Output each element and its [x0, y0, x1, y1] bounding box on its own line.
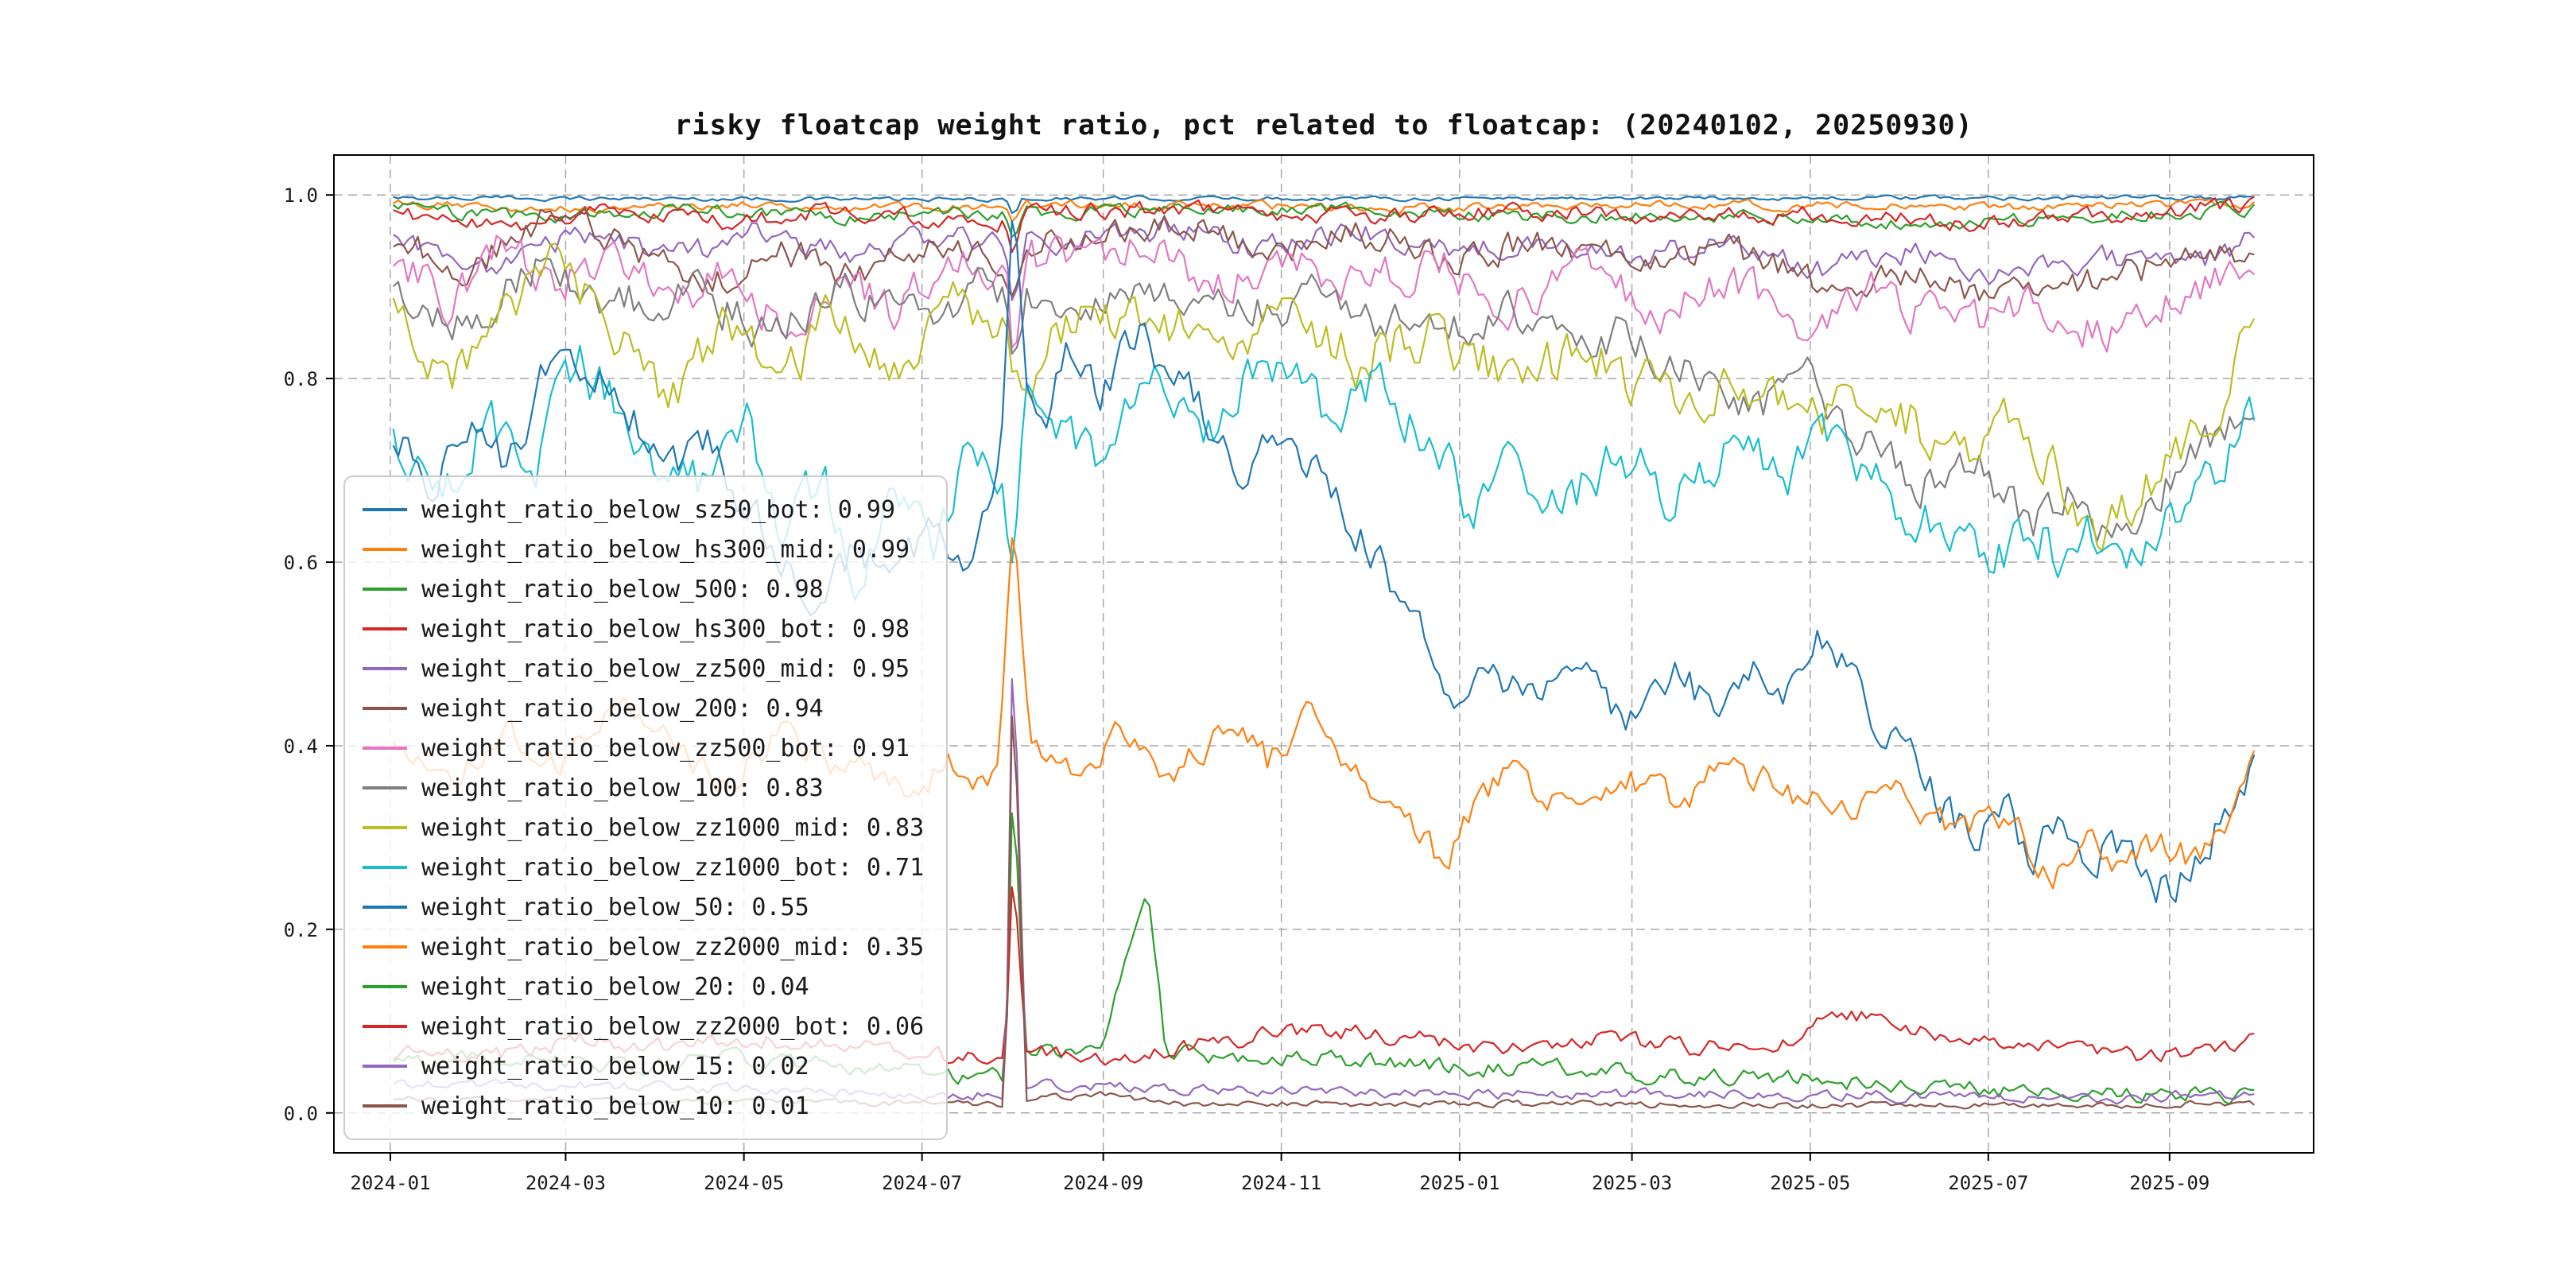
x-axis-tick-label: 2024-11 — [1241, 1172, 1321, 1194]
legend-swatch — [363, 1104, 407, 1108]
x-axis-tick-label: 2024-05 — [704, 1172, 784, 1194]
legend-item: weight_ratio_below_zz2000_bot: 0.06 — [363, 1007, 924, 1046]
legend-item: weight_ratio_below_10: 0.01 — [363, 1086, 924, 1126]
legend-label: weight_ratio_below_zz500_mid: 0.95 — [421, 654, 910, 683]
legend-label: weight_ratio_below_100: 0.83 — [421, 774, 824, 802]
legend-swatch — [363, 826, 407, 829]
legend-item: weight_ratio_below_500: 0.98 — [363, 569, 924, 609]
series-line-weight_ratio_below_hs300_bot — [393, 196, 2255, 254]
legend-swatch — [363, 906, 407, 909]
legend-item: weight_ratio_below_sz50_bot: 0.99 — [363, 490, 924, 530]
x-axis-tick-label: 2024-09 — [1063, 1172, 1143, 1194]
legend-item: weight_ratio_below_100: 0.83 — [363, 768, 924, 808]
legend-item: weight_ratio_below_hs300_mid: 0.99 — [363, 530, 924, 569]
series-line-weight_ratio_below_zz1000_mid — [392, 242, 2256, 553]
series-line-weight_ratio_below_zz500_bot — [392, 235, 2256, 353]
legend-swatch — [363, 1065, 407, 1068]
x-axis-tick-label: 2025-09 — [2129, 1172, 2209, 1194]
series-line-weight_ratio_below_200 — [393, 206, 2255, 301]
legend: weight_ratio_below_sz50_bot: 0.99 weight_… — [343, 475, 949, 1140]
x-axis-tick-label: 2024-01 — [350, 1172, 430, 1194]
x-axis-tick-label: 2024-07 — [882, 1172, 962, 1194]
legend-label: weight_ratio_below_200: 0.94 — [421, 694, 824, 723]
legend-label: weight_ratio_below_zz2000_mid: 0.35 — [421, 933, 925, 961]
chart-title: risky floatcap weight ratio, pct related… — [674, 110, 1973, 142]
legend-swatch — [363, 945, 407, 949]
y-axis-tick-label: 0.0 — [284, 1103, 318, 1125]
y-axis-tick-label: 1.0 — [284, 184, 318, 207]
y-axis-tick-label: 0.8 — [284, 368, 318, 390]
series-line-weight_ratio_below_zz500_mid — [393, 216, 2256, 301]
legend-label: weight_ratio_below_hs300_bot: 0.98 — [421, 615, 910, 643]
legend-label: weight_ratio_below_zz1000_mid: 0.83 — [421, 813, 925, 842]
legend-swatch — [363, 1025, 407, 1028]
series-line-weight_ratio_below_50 — [392, 220, 2256, 904]
legend-item: weight_ratio_below_zz2000_mid: 0.35 — [363, 927, 924, 967]
legend-item: weight_ratio_below_20: 0.04 — [363, 967, 924, 1007]
legend-swatch — [363, 786, 407, 789]
legend-swatch — [363, 667, 407, 670]
legend-swatch — [363, 508, 407, 511]
legend-swatch — [363, 985, 407, 988]
x-axis-tick-label: 2025-07 — [1948, 1172, 2028, 1194]
legend-label: weight_ratio_below_zz500_bot: 0.91 — [421, 734, 910, 762]
legend-label: weight_ratio_below_50: 0.55 — [421, 893, 809, 921]
legend-swatch — [363, 707, 407, 710]
legend-swatch — [363, 866, 407, 869]
legend-item: weight_ratio_below_50: 0.55 — [363, 887, 924, 927]
legend-item: weight_ratio_below_zz1000_mid: 0.83 — [363, 808, 924, 848]
legend-item: weight_ratio_below_zz500_mid: 0.95 — [363, 649, 924, 689]
legend-label: weight_ratio_below_hs300_mid: 0.99 — [421, 535, 910, 564]
legend-item: weight_ratio_below_15: 0.02 — [363, 1046, 924, 1086]
legend-label: weight_ratio_below_20: 0.04 — [421, 972, 809, 1001]
legend-label: weight_ratio_below_500: 0.98 — [421, 575, 824, 603]
legend-swatch — [363, 548, 407, 551]
legend-item: weight_ratio_below_zz500_bot: 0.91 — [363, 728, 924, 768]
legend-label: weight_ratio_below_zz2000_bot: 0.06 — [421, 1012, 925, 1041]
legend-label: weight_ratio_below_sz50_bot: 0.99 — [421, 495, 896, 524]
legend-label: weight_ratio_below_10: 0.01 — [421, 1092, 809, 1120]
legend-swatch — [363, 747, 407, 750]
series-line-weight_ratio_below_sz50_bot — [393, 194, 2255, 215]
legend-swatch — [363, 627, 407, 630]
series-line-weight_ratio_below_100 — [392, 257, 2255, 542]
legend-item: weight_ratio_below_hs300_bot: 0.98 — [363, 609, 924, 649]
legend-label: weight_ratio_below_15: 0.02 — [421, 1052, 809, 1080]
x-axis-tick-label: 2024-03 — [526, 1172, 606, 1194]
x-axis-tick-label: 2025-03 — [1592, 1172, 1672, 1194]
legend-label: weight_ratio_below_zz1000_bot: 0.71 — [421, 853, 925, 882]
y-axis-tick-label: 0.4 — [284, 735, 318, 758]
legend-swatch — [363, 588, 407, 591]
x-axis-tick-label: 2025-05 — [1770, 1172, 1850, 1194]
x-axis-tick-label: 2025-01 — [1419, 1172, 1499, 1194]
y-axis-tick-label: 0.6 — [284, 552, 318, 574]
axes-spines — [333, 154, 2314, 1154]
y-axis-tick-label: 0.2 — [284, 919, 318, 941]
legend-item: weight_ratio_below_zz1000_bot: 0.71 — [363, 848, 924, 887]
legend-item: weight_ratio_below_200: 0.94 — [363, 689, 924, 728]
series-line-weight_ratio_below_zz1000_bot — [392, 344, 2256, 601]
series-line-weight_ratio_below_hs300_mid — [393, 198, 2256, 223]
